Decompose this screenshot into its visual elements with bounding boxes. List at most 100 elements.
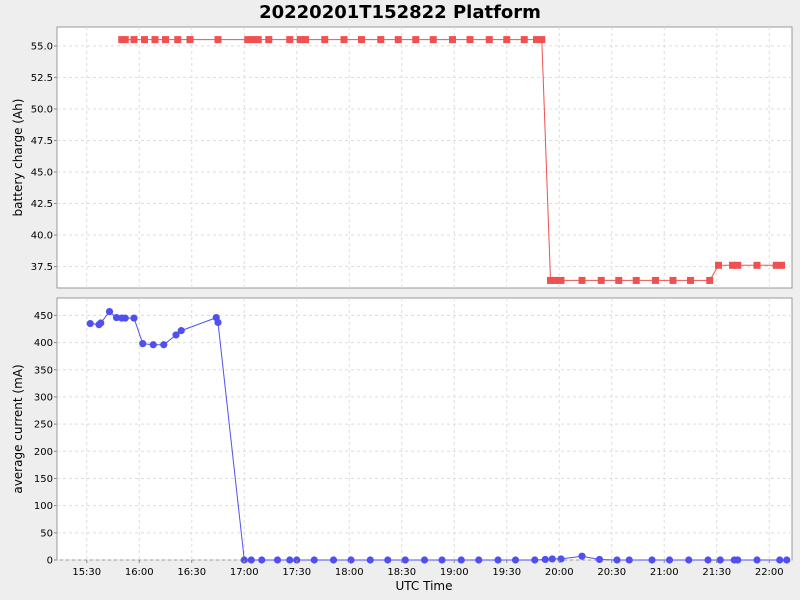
data-point bbox=[121, 314, 129, 322]
data-point bbox=[520, 36, 528, 44]
data-point bbox=[772, 261, 780, 269]
data-point bbox=[273, 556, 282, 564]
data-point bbox=[214, 318, 222, 327]
data-point bbox=[613, 556, 621, 564]
average-current-panel: 0 50 100 150 200 250 300 350 400 450 average curre… bbox=[11, 297, 793, 567]
data-point bbox=[557, 555, 565, 563]
data-point bbox=[706, 276, 714, 284]
data-point bbox=[783, 556, 791, 564]
data-point bbox=[214, 36, 222, 44]
data-point bbox=[420, 556, 429, 564]
data-point bbox=[457, 556, 465, 564]
data-point bbox=[258, 556, 266, 564]
x-tick-label: 22:00 bbox=[755, 567, 784, 578]
y-tick-label: 0 bbox=[47, 556, 53, 567]
x-tick-label: 19:30 bbox=[492, 567, 521, 578]
x-tick-label: 21:00 bbox=[650, 567, 679, 578]
y-tick-label: 50.0 bbox=[31, 104, 53, 115]
x-tick-label: 20:00 bbox=[545, 567, 574, 578]
data-point bbox=[162, 36, 169, 44]
data-point bbox=[384, 556, 392, 564]
data-point bbox=[296, 36, 304, 44]
x-tick-label: 21:30 bbox=[702, 567, 731, 578]
y-tick-label: 250 bbox=[34, 420, 53, 431]
data-point bbox=[729, 261, 736, 269]
data-point bbox=[552, 276, 560, 284]
data-point bbox=[753, 261, 761, 269]
data-point bbox=[149, 341, 157, 349]
data-point bbox=[412, 36, 420, 44]
data-point bbox=[141, 36, 148, 44]
data-point bbox=[734, 556, 742, 564]
data-point bbox=[548, 555, 556, 563]
x-tick-label: 19:00 bbox=[440, 567, 469, 578]
x-tick-label: 16:00 bbox=[125, 567, 154, 578]
data-point bbox=[557, 276, 565, 284]
data-point bbox=[177, 327, 185, 335]
data-point bbox=[112, 313, 121, 322]
y-tick-label: 55.0 bbox=[31, 41, 53, 52]
plot-area bbox=[56, 26, 793, 289]
y-tick-label: 40.0 bbox=[31, 231, 53, 242]
y-tick-label: 50 bbox=[40, 528, 53, 539]
data-point bbox=[130, 36, 138, 44]
data-point bbox=[366, 556, 374, 564]
data-point bbox=[652, 276, 659, 284]
y-tick-label: 47.5 bbox=[31, 136, 53, 147]
data-point bbox=[244, 36, 252, 44]
data-point bbox=[105, 307, 114, 316]
data-point bbox=[716, 556, 724, 564]
data-point bbox=[665, 556, 674, 564]
plot-area bbox=[56, 297, 793, 561]
y-tick-label: 450 bbox=[34, 311, 53, 322]
data-point bbox=[401, 556, 409, 564]
y-axis-label: battery charge (Ah) bbox=[11, 99, 25, 217]
x-tick-label: 18:30 bbox=[387, 567, 416, 578]
y-tick-label: 52.5 bbox=[31, 73, 53, 84]
y-tick-label: 45.0 bbox=[31, 168, 53, 179]
data-point bbox=[286, 36, 294, 44]
data-point bbox=[449, 36, 456, 44]
data-point bbox=[358, 36, 365, 44]
data-point bbox=[669, 276, 677, 284]
data-point bbox=[302, 36, 309, 44]
x-tick-label: 15:30 bbox=[72, 567, 101, 578]
data-point bbox=[776, 556, 784, 564]
y-tick-label: 100 bbox=[34, 501, 53, 512]
y-tick-label: 400 bbox=[34, 338, 53, 349]
data-point bbox=[254, 36, 262, 44]
chart-title: 20220201T152822 Platform bbox=[259, 2, 541, 23]
data-point bbox=[86, 319, 94, 328]
y-tick-label: 150 bbox=[34, 474, 53, 485]
data-point bbox=[310, 556, 318, 564]
data-point bbox=[151, 36, 159, 44]
data-point bbox=[503, 36, 511, 44]
x-tick-label: 17:30 bbox=[282, 567, 311, 578]
data-point bbox=[329, 556, 338, 564]
data-point bbox=[734, 261, 742, 269]
data-point bbox=[347, 556, 355, 564]
data-point bbox=[597, 276, 605, 284]
data-point bbox=[704, 556, 712, 564]
y-axis-label: average current (mA) bbox=[11, 364, 25, 493]
x-tick-label: 18:00 bbox=[335, 567, 364, 578]
data-point bbox=[685, 556, 693, 564]
data-point bbox=[429, 36, 437, 44]
y-tick-label: 350 bbox=[34, 365, 53, 376]
data-point bbox=[778, 261, 785, 269]
data-point bbox=[625, 556, 633, 564]
data-point bbox=[578, 276, 586, 284]
data-point bbox=[97, 319, 105, 327]
data-point bbox=[249, 36, 257, 44]
y-tick-label: 200 bbox=[34, 447, 53, 458]
battery-charge-panel: 37.5 40.0 42.5 45.0 47.5 50.0 52.5 55.0 battery … bbox=[11, 26, 793, 289]
data-point bbox=[121, 36, 129, 44]
data-point bbox=[632, 276, 640, 284]
data-point bbox=[130, 314, 138, 322]
data-point bbox=[533, 36, 540, 44]
data-point bbox=[615, 276, 623, 284]
data-point bbox=[394, 36, 402, 44]
data-point bbox=[466, 36, 474, 44]
data-point bbox=[538, 36, 546, 44]
